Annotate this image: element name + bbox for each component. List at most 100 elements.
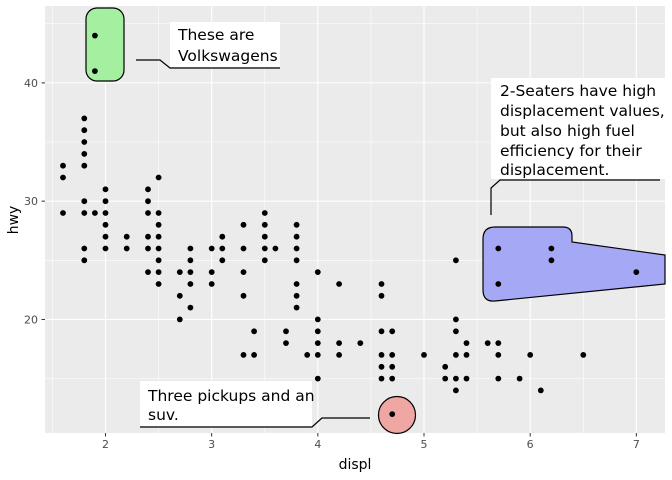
- data-point: [463, 375, 470, 382]
- data-point: [293, 281, 300, 287]
- data-point: [240, 352, 247, 358]
- data-point: [548, 245, 555, 252]
- y-axis-title: hwy: [6, 206, 22, 235]
- data-point: [495, 352, 502, 358]
- data-point: [176, 269, 183, 275]
- data-point: [187, 257, 194, 264]
- data-point: [155, 245, 162, 252]
- data-point: [272, 245, 279, 252]
- data-point: [187, 304, 194, 311]
- two-seater-label-line: displacement.: [500, 161, 609, 179]
- data-point: [208, 281, 215, 287]
- data-point: [155, 281, 162, 287]
- data-point: [453, 328, 459, 335]
- data-point: [293, 245, 300, 252]
- data-point: [453, 352, 459, 358]
- data-point: [261, 257, 268, 264]
- data-point: [176, 316, 183, 323]
- data-point: [261, 233, 268, 240]
- data-point: [314, 340, 321, 346]
- data-point: [293, 221, 300, 228]
- data-point: [389, 363, 396, 370]
- data-point: [463, 340, 470, 346]
- data-points: [60, 32, 640, 417]
- two-seater-label-line: efficiency for their: [500, 142, 642, 160]
- data-point: [240, 245, 247, 252]
- data-point: [336, 340, 342, 346]
- data-point: [293, 304, 300, 311]
- data-point: [102, 198, 109, 205]
- data-point: [145, 233, 151, 240]
- pickup-connector: [140, 417, 370, 428]
- data-point: [389, 411, 396, 417]
- data-point: [102, 221, 109, 228]
- data-point: [527, 352, 534, 358]
- data-point: [81, 151, 88, 157]
- two-seater-connector: [490, 179, 660, 215]
- x-tick-label: 7: [633, 438, 640, 451]
- data-point: [378, 363, 385, 370]
- data-point: [145, 186, 151, 193]
- data-point: [240, 269, 247, 275]
- y-tick-label: 20: [24, 313, 38, 326]
- data-point: [516, 375, 523, 382]
- data-point: [378, 352, 385, 358]
- two-seater-label-line: displacement values,: [500, 102, 665, 120]
- data-point: [102, 210, 109, 216]
- data-point: [453, 257, 459, 264]
- y-tick-label: 40: [24, 77, 38, 90]
- data-point: [293, 257, 300, 264]
- data-point: [336, 352, 342, 358]
- data-point: [81, 139, 88, 145]
- data-point: [421, 352, 427, 358]
- data-point: [453, 387, 459, 394]
- data-point: [240, 292, 247, 299]
- data-point: [389, 375, 396, 382]
- data-point: [60, 162, 66, 169]
- data-point: [176, 292, 183, 299]
- data-point: [155, 233, 162, 240]
- data-point: [495, 245, 502, 252]
- data-point: [378, 281, 385, 287]
- data-point: [314, 375, 321, 382]
- data-point: [81, 198, 88, 205]
- data-point: [548, 257, 555, 264]
- two-seater-label-line: but also high fuel: [500, 122, 635, 140]
- data-point: [208, 245, 215, 252]
- pickup-label-line: Three pickups and an: [147, 387, 315, 405]
- data-point: [81, 257, 88, 264]
- data-point: [633, 269, 640, 275]
- x-tick-label: 6: [527, 438, 534, 451]
- vw-label-line: These are: [177, 26, 254, 44]
- x-tick-label: 2: [102, 438, 109, 451]
- data-point: [81, 115, 88, 122]
- data-point: [155, 257, 162, 264]
- data-point: [336, 281, 342, 287]
- data-point: [283, 328, 289, 335]
- data-point: [123, 233, 130, 240]
- data-point: [293, 233, 300, 240]
- data-point: [187, 281, 194, 287]
- data-point: [442, 363, 449, 370]
- two-seater-highlight: [482, 226, 666, 302]
- data-point: [251, 352, 257, 358]
- data-point: [495, 281, 502, 287]
- data-point: [60, 174, 66, 181]
- data-point: [261, 221, 268, 228]
- data-point: [123, 245, 130, 252]
- x-tick-label: 4: [314, 438, 321, 451]
- data-point: [155, 210, 162, 216]
- y-tick-label: 30: [24, 195, 38, 208]
- panel-background: [45, 6, 665, 433]
- data-point: [219, 245, 226, 252]
- data-point: [219, 233, 226, 240]
- y-axis-ticks: 20 30 40: [24, 77, 45, 326]
- vw-highlight: [85, 7, 125, 82]
- data-point: [484, 340, 491, 346]
- data-point: [155, 174, 162, 181]
- data-point: [240, 221, 247, 228]
- data-point: [60, 210, 66, 216]
- data-point: [92, 68, 98, 74]
- data-point: [261, 210, 268, 216]
- vw-label: These are Volkswagens: [177, 26, 278, 65]
